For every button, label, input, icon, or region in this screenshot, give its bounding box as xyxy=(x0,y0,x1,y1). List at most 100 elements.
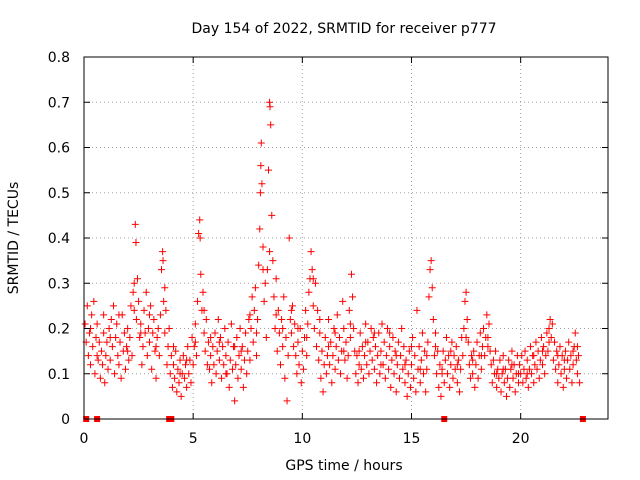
data-point xyxy=(440,379,448,387)
data-point xyxy=(333,311,341,319)
y-tick-label: 0.5 xyxy=(48,186,70,202)
data-point xyxy=(453,379,461,387)
data-point xyxy=(408,361,415,369)
data-point xyxy=(350,325,358,332)
data-point xyxy=(416,365,424,373)
data-point xyxy=(489,356,497,364)
data-point xyxy=(438,365,446,373)
data-point xyxy=(130,279,138,287)
data-point xyxy=(238,343,246,351)
data-point xyxy=(382,352,390,360)
data-point xyxy=(87,361,95,369)
data-point xyxy=(287,329,295,337)
data-point xyxy=(464,338,472,346)
data-point xyxy=(392,352,400,360)
data-point xyxy=(100,311,108,319)
data-point xyxy=(254,315,262,323)
data-point xyxy=(152,374,160,382)
data-point xyxy=(573,370,581,378)
data-point xyxy=(252,352,260,360)
data-point xyxy=(524,383,532,391)
data-point xyxy=(231,343,239,351)
data-point xyxy=(416,379,424,387)
data-point xyxy=(139,343,147,351)
data-point xyxy=(398,325,406,332)
data-point xyxy=(457,365,465,373)
data-point xyxy=(140,306,148,314)
data-point xyxy=(473,338,481,346)
data-point xyxy=(400,343,408,351)
data-point xyxy=(85,329,93,337)
data-point xyxy=(173,388,181,396)
data-point xyxy=(444,370,452,378)
data-point xyxy=(172,347,180,355)
chart-title: Day 154 of 2022, SRMTID for receiver p77… xyxy=(191,21,496,37)
data-point xyxy=(417,356,425,364)
data-point xyxy=(546,315,554,323)
data-point xyxy=(167,352,175,360)
data-point xyxy=(569,347,577,355)
data-point xyxy=(462,334,470,342)
data-point xyxy=(319,388,327,396)
data-point xyxy=(381,374,389,382)
data-point xyxy=(395,374,403,382)
data-point xyxy=(191,320,199,328)
data-point xyxy=(322,370,330,378)
data-point xyxy=(530,352,538,360)
data-point xyxy=(511,388,519,396)
data-point xyxy=(531,361,539,369)
data-point xyxy=(331,329,339,337)
data-point xyxy=(117,374,125,382)
data-point xyxy=(371,343,379,351)
data-point xyxy=(484,343,492,351)
data-point xyxy=(387,383,395,391)
data-point xyxy=(302,306,310,314)
data-point xyxy=(268,211,276,219)
data-point xyxy=(355,361,363,369)
data-point xyxy=(128,352,136,360)
data-point xyxy=(343,374,351,382)
data-point xyxy=(436,361,444,369)
data-point xyxy=(277,361,284,369)
x-tick-label: 10 xyxy=(293,431,311,447)
data-point xyxy=(499,352,507,360)
data-point xyxy=(220,361,228,369)
data-point xyxy=(200,329,208,337)
data-point xyxy=(259,243,267,251)
data-point xyxy=(203,361,211,369)
data-point xyxy=(304,320,312,328)
data-point xyxy=(568,379,576,387)
data-point xyxy=(449,374,457,382)
data-point xyxy=(267,121,275,129)
data-point xyxy=(279,325,287,332)
data-point xyxy=(190,343,198,351)
data-point xyxy=(106,334,114,342)
data-point xyxy=(411,352,419,360)
data-point xyxy=(448,338,456,346)
data-point xyxy=(89,343,97,351)
data-point xyxy=(484,334,492,342)
data-point xyxy=(357,365,365,373)
data-point xyxy=(224,338,232,346)
data-point xyxy=(352,370,360,378)
data-point xyxy=(271,325,279,332)
data-point xyxy=(447,347,455,355)
data-point xyxy=(542,352,550,360)
data-point xyxy=(552,365,560,373)
data-point xyxy=(257,162,265,170)
data-point xyxy=(569,361,577,369)
data-point xyxy=(235,352,243,360)
data-point xyxy=(251,284,259,292)
data-point xyxy=(211,329,219,337)
data-point xyxy=(272,311,280,319)
data-point xyxy=(367,325,375,332)
data-point xyxy=(284,352,292,360)
data-point xyxy=(441,356,449,364)
data-point xyxy=(91,370,99,378)
data-point xyxy=(99,361,107,369)
data-point xyxy=(325,343,333,351)
data-point xyxy=(514,370,522,378)
data-point xyxy=(93,320,101,328)
data-point xyxy=(103,338,111,346)
data-point xyxy=(388,356,396,364)
